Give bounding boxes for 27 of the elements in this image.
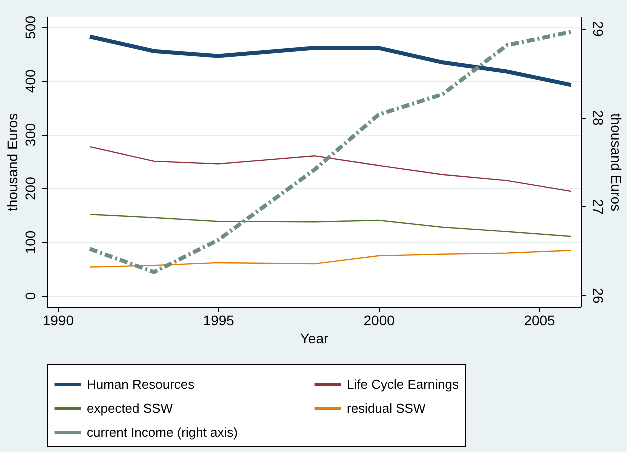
y-tick-label: 300: [22, 123, 38, 147]
y2-tick-label: 28: [590, 110, 606, 126]
x-tick-label: 1995: [203, 312, 235, 328]
legend-label: current Income (right axis): [87, 425, 238, 440]
y2-tick-label: 27: [590, 199, 606, 215]
y-tick-label: 500: [22, 16, 38, 40]
legend-label: Human Resources: [87, 377, 196, 392]
x-axis-title: Year: [300, 330, 329, 346]
y2-tick-label: 26: [590, 288, 606, 304]
y-tick-label: 100: [22, 230, 38, 254]
line-series: [89, 214, 572, 238]
y-tick-label: 200: [22, 176, 38, 200]
y2-tick-label: 29: [590, 21, 606, 38]
legend-label: residual SSW: [347, 401, 426, 416]
legend-label: expected SSW: [87, 401, 174, 416]
legend-label: Life Cycle Earnings: [347, 377, 460, 392]
y2-axis-title: thousand Euros: [608, 113, 624, 212]
y-tick-label: 400: [22, 70, 38, 94]
x-tick-label: 2000: [364, 312, 396, 328]
y-tick-label: 0: [22, 292, 38, 300]
line-series: [89, 146, 572, 192]
line-series: [88, 30, 574, 274]
line-series: [88, 34, 574, 88]
x-tick-label: 1990: [42, 312, 74, 328]
line-series: [89, 250, 572, 268]
x-tick-label: 2005: [524, 312, 556, 328]
y-axis-title: thousand Euros: [4, 113, 20, 212]
